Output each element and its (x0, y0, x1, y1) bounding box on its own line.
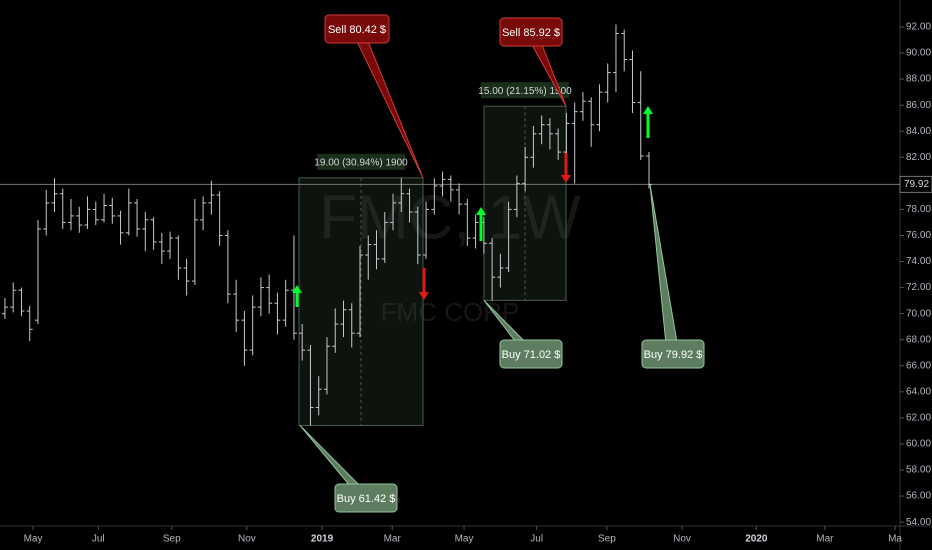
y-tick-label: 62.00 (906, 413, 931, 424)
last-price-bg (899, 175, 932, 193)
y-tick-label: 60.00 (906, 439, 931, 450)
x-tick-label: Sep (163, 534, 181, 545)
x-tick-label: May (455, 534, 474, 545)
range-label: 19.00 (30.94%) 1900 (314, 158, 408, 169)
y-tick-label: 70.00 (906, 308, 931, 319)
x-tick-label: 2020 (745, 534, 768, 545)
y-tick-label: 64.00 (906, 386, 931, 397)
callout-label: Sell 80.42 $ (328, 24, 386, 36)
x-tick-label: Mar (384, 534, 402, 545)
callout-label: Buy 79.92 $ (644, 349, 703, 361)
y-tick-label: 86.00 (906, 100, 931, 111)
y-tick-label: 54.00 (906, 517, 931, 528)
x-tick-label: Sep (598, 534, 616, 545)
callout-label: Sell 85.92 $ (502, 27, 560, 39)
y-tick-label: 56.00 (906, 491, 931, 502)
range-label-bg (317, 153, 405, 170)
watermark: FMC, 1W (319, 183, 581, 252)
range-label: 15.00 (21.15%) 1500 (478, 86, 572, 97)
x-tick-label: Ma (888, 534, 902, 545)
down-arrow (419, 268, 429, 300)
x-tick-label: May (24, 534, 43, 545)
watermark-sub: FMC CORP (381, 297, 520, 327)
callout-box (499, 17, 563, 47)
y-tick-label: 72.00 (906, 282, 931, 293)
y-tick-label: 92.00 (906, 22, 931, 33)
x-tick-label: 2019 (311, 534, 334, 545)
x-tick-label: Jul (530, 534, 543, 545)
y-tick-label: 88.00 (906, 74, 931, 85)
last-price-label: 79.92 (904, 179, 929, 190)
y-tick-label: 84.00 (906, 126, 931, 137)
callout-box (499, 339, 563, 369)
callout-box (641, 339, 705, 369)
x-tick-label: Jul (92, 534, 105, 545)
y-tick-label: 90.00 (906, 48, 931, 59)
y-tick-label: 68.00 (906, 334, 931, 345)
down-arrow (561, 153, 571, 183)
y-tick-label: 78.00 (906, 204, 931, 215)
y-tick-label: 82.00 (906, 152, 931, 163)
x-tick-label: Nov (238, 534, 256, 545)
y-tick-label: 66.00 (906, 360, 931, 371)
callout-box (324, 14, 390, 44)
callout-label: Buy 61.42 $ (337, 493, 396, 505)
up-arrow (476, 207, 486, 241)
range-label-bg (481, 82, 569, 99)
up-arrow (292, 285, 302, 307)
callout-box (334, 483, 398, 513)
x-tick-label: Mar (816, 534, 834, 545)
x-tick-label: Nov (673, 534, 691, 545)
y-tick-label: 74.00 (906, 256, 931, 267)
y-tick-label: 76.00 (906, 230, 931, 241)
signal-arrows (292, 106, 653, 307)
up-arrow (643, 106, 653, 138)
callout-label: Buy 71.02 $ (502, 349, 561, 361)
y-tick-label: 58.00 (906, 465, 931, 476)
